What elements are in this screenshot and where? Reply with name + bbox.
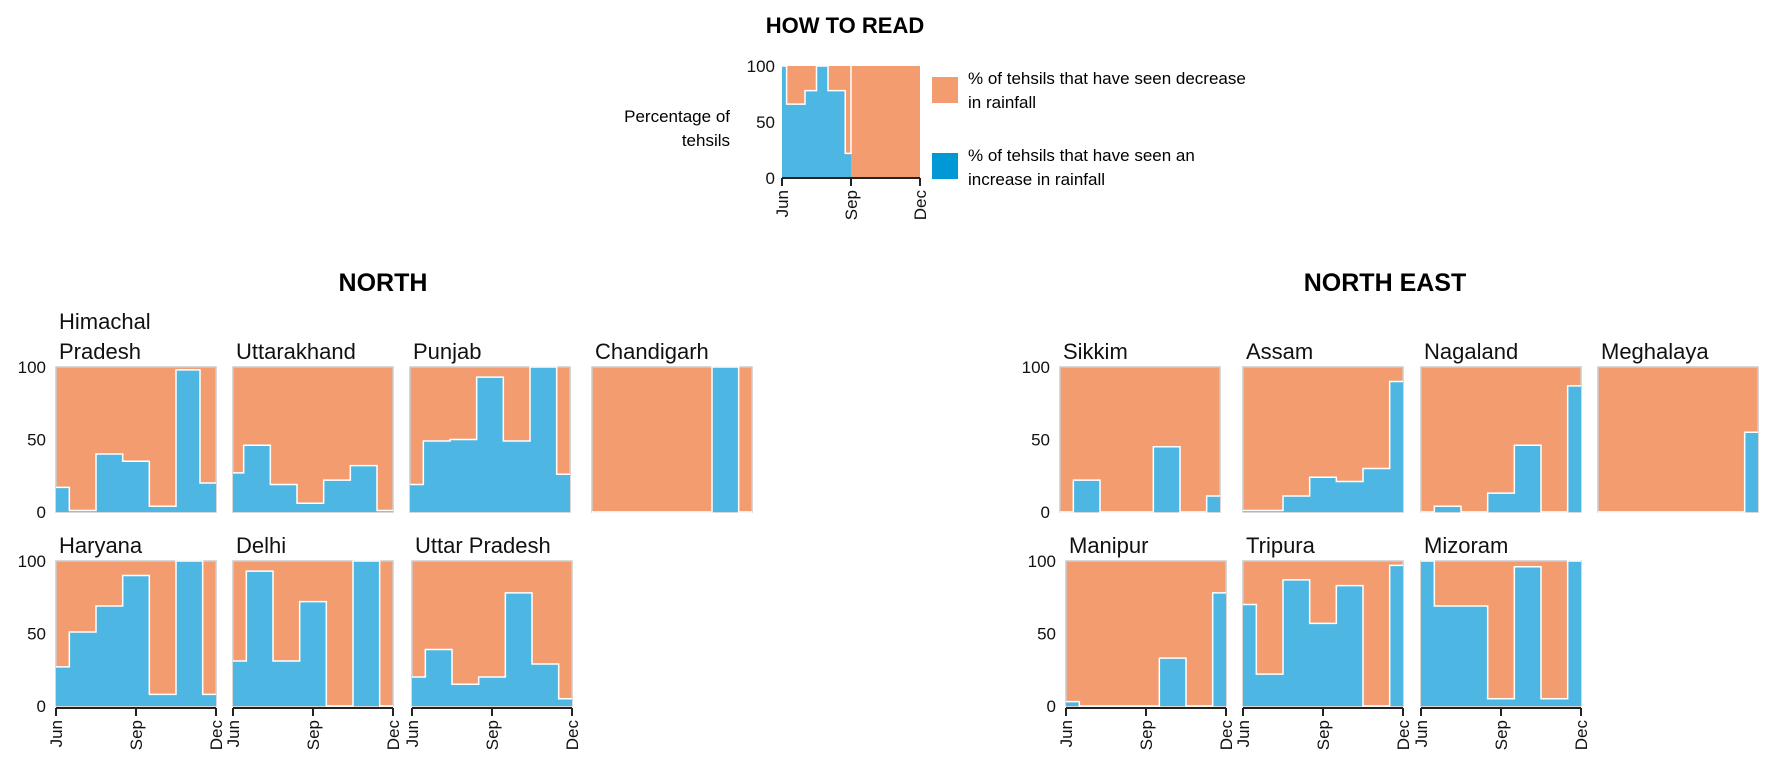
- guide-boundary-line: [782, 65, 852, 155]
- legend-increase-line2: increase in rainfall: [968, 170, 1105, 189]
- uttar-pradesh-xtick-dec: Dec: [563, 720, 582, 751]
- sikkim-ytick-0: 0: [1041, 503, 1050, 522]
- manipur-xtick-jun: Jun: [1057, 720, 1076, 747]
- delhi-boundary-line: [233, 560, 393, 707]
- assam-title-line-1: Assam: [1246, 339, 1313, 364]
- section-title-north-east: NORTH EAST: [1304, 269, 1467, 297]
- guide-xtick-sep: Sep: [842, 190, 861, 220]
- punjab-boundary-line: [410, 366, 570, 486]
- haryana-chart: Haryana 0 50 100 Jun Sep Dec: [18, 533, 226, 750]
- legend-increase-line1: % of tehsils that have seen an: [968, 146, 1195, 165]
- uttarakhand-boundary-line: [233, 444, 393, 512]
- tripura-chart: Tripura Jun Sep Dec: [1234, 533, 1413, 750]
- mizoram-xtick-jun: Jun: [1412, 720, 1431, 747]
- meghalaya-boundary-line: [1598, 431, 1758, 513]
- himachal-pradesh-ytick-50: 50: [27, 431, 46, 450]
- uttar-pradesh-xtick-sep: Sep: [483, 720, 502, 750]
- haryana-ytick-0: 0: [37, 697, 46, 716]
- meghalaya-decrease-area: [1597, 366, 1759, 513]
- punjab-chart: Punjab: [409, 339, 571, 513]
- manipur-xtick-dec: Dec: [1217, 720, 1236, 751]
- sikkim-boundary-line: [1060, 446, 1220, 513]
- chandigarh-title-line-1: Chandigarh: [595, 339, 709, 364]
- manipur-chart: Manipur 0 50 100 Jun Sep Dec: [1028, 533, 1236, 750]
- himachal-pradesh-title-line-1: Himachal: [59, 309, 151, 334]
- tripura-title-line-1: Tripura: [1246, 533, 1316, 558]
- uttarakhand-chart: Uttarakhand: [232, 339, 394, 513]
- uttarakhand-title-line-1: Uttarakhand: [236, 339, 356, 364]
- tripura-xtick-jun: Jun: [1234, 720, 1253, 747]
- haryana-xtick-sep: Sep: [127, 720, 146, 750]
- himachal-pradesh-boundary-line: [56, 369, 216, 512]
- mizoram-title-line-1: Mizoram: [1424, 533, 1508, 558]
- meghalaya-title-line-1: Meghalaya: [1601, 339, 1709, 364]
- how-to-read-title: HOW TO READ: [766, 13, 924, 38]
- chandigarh-chart: Chandigarh: [591, 339, 753, 513]
- himachal-pradesh-title-line-2: Pradesh: [59, 339, 141, 364]
- delhi-xtick-dec: Dec: [384, 720, 403, 751]
- guide-xtick-jun: Jun: [773, 190, 792, 217]
- uttar-pradesh-title-line-1: Uttar Pradesh: [415, 533, 551, 558]
- uttarakhand-increase-area: [233, 445, 393, 512]
- himachal-pradesh-ytick-100: 100: [18, 358, 46, 377]
- manipur-xtick-sep: Sep: [1137, 720, 1156, 750]
- small-multiples: 0 50 100 Jun Sep Dec Himachal Pradesh 0 50 100 Utta…: [18, 57, 1759, 750]
- legend-decrease-line2: in rainfall: [968, 93, 1036, 112]
- uttar-pradesh-boundary-line: [412, 592, 572, 700]
- nagaland-decrease-area: [1420, 366, 1582, 513]
- manipur-ytick-50: 50: [1037, 625, 1056, 644]
- mizoram-xtick-dec: Dec: [1572, 720, 1591, 751]
- assam-boundary-line: [1243, 380, 1403, 512]
- haryana-title-line-1: Haryana: [59, 533, 143, 558]
- guide-ylabel-line2: tehsils: [682, 131, 730, 150]
- guide-chart: 0 50 100 Jun Sep Dec: [747, 57, 930, 220]
- punjab-title-line-1: Punjab: [413, 339, 482, 364]
- nagaland-title-line-1: Nagaland: [1424, 339, 1518, 364]
- tripura-xtick-sep: Sep: [1314, 720, 1333, 750]
- haryana-ytick-50: 50: [27, 625, 46, 644]
- delhi-xtick-sep: Sep: [304, 720, 323, 750]
- legend-swatch-increase: [932, 153, 958, 179]
- mizoram-xtick-sep: Sep: [1492, 720, 1511, 750]
- haryana-xtick-dec: Dec: [207, 720, 226, 751]
- guide-ytick-0: 0: [766, 169, 775, 188]
- haryana-ytick-100: 100: [18, 552, 46, 571]
- guide-increase-area: [782, 66, 851, 178]
- legend-swatch-decrease: [932, 77, 958, 103]
- himachal-pradesh-chart: Himachal Pradesh 0 50 100: [18, 309, 217, 522]
- manipur-boundary-line: [1066, 592, 1226, 707]
- nagaland-chart: Nagaland: [1420, 339, 1582, 513]
- manipur-title-line-1: Manipur: [1069, 533, 1148, 558]
- manipur-ytick-0: 0: [1047, 697, 1056, 716]
- haryana-xtick-jun: Jun: [47, 720, 66, 747]
- uttar-pradesh-xtick-jun: Jun: [403, 720, 422, 747]
- sikkim-ytick-100: 100: [1022, 358, 1050, 377]
- meghalaya-chart: Meghalaya: [1597, 339, 1759, 513]
- nagaland-boundary-line: [1421, 385, 1581, 513]
- tripura-boundary-line: [1243, 564, 1403, 707]
- guide-ytick-100: 100: [747, 57, 775, 76]
- delhi-xtick-jun: Jun: [224, 720, 243, 747]
- sikkim-title-line-1: Sikkim: [1063, 339, 1128, 364]
- uttar-pradesh-chart: Uttar Pradesh Jun Sep Dec: [403, 533, 582, 750]
- mizoram-boundary-line: [1421, 560, 1581, 700]
- mizoram-chart: Mizoram Jun Sep Dec: [1412, 533, 1591, 750]
- chandigarh-boundary-line: [592, 366, 752, 513]
- guide-ytick-50: 50: [756, 113, 775, 132]
- tripura-xtick-dec: Dec: [1394, 720, 1413, 751]
- haryana-boundary-line: [56, 560, 216, 696]
- guide-xtick-dec: Dec: [911, 190, 930, 221]
- delhi-chart: Delhi Jun Sep Dec: [224, 533, 403, 750]
- assam-chart: Assam: [1242, 339, 1404, 513]
- section-title-north: NORTH: [339, 269, 428, 297]
- manipur-decrease-area: [1065, 560, 1227, 707]
- delhi-title-line-1: Delhi: [236, 533, 286, 558]
- legend-decrease-line1: % of tehsils that have seen decrease: [968, 69, 1246, 88]
- guide-ylabel-line1: Percentage of: [624, 107, 730, 126]
- manipur-ytick-100: 100: [1028, 552, 1056, 571]
- sikkim-ytick-50: 50: [1031, 431, 1050, 450]
- himachal-pradesh-ytick-0: 0: [37, 503, 46, 522]
- sikkim-chart: Sikkim 0 50 100: [1022, 339, 1221, 522]
